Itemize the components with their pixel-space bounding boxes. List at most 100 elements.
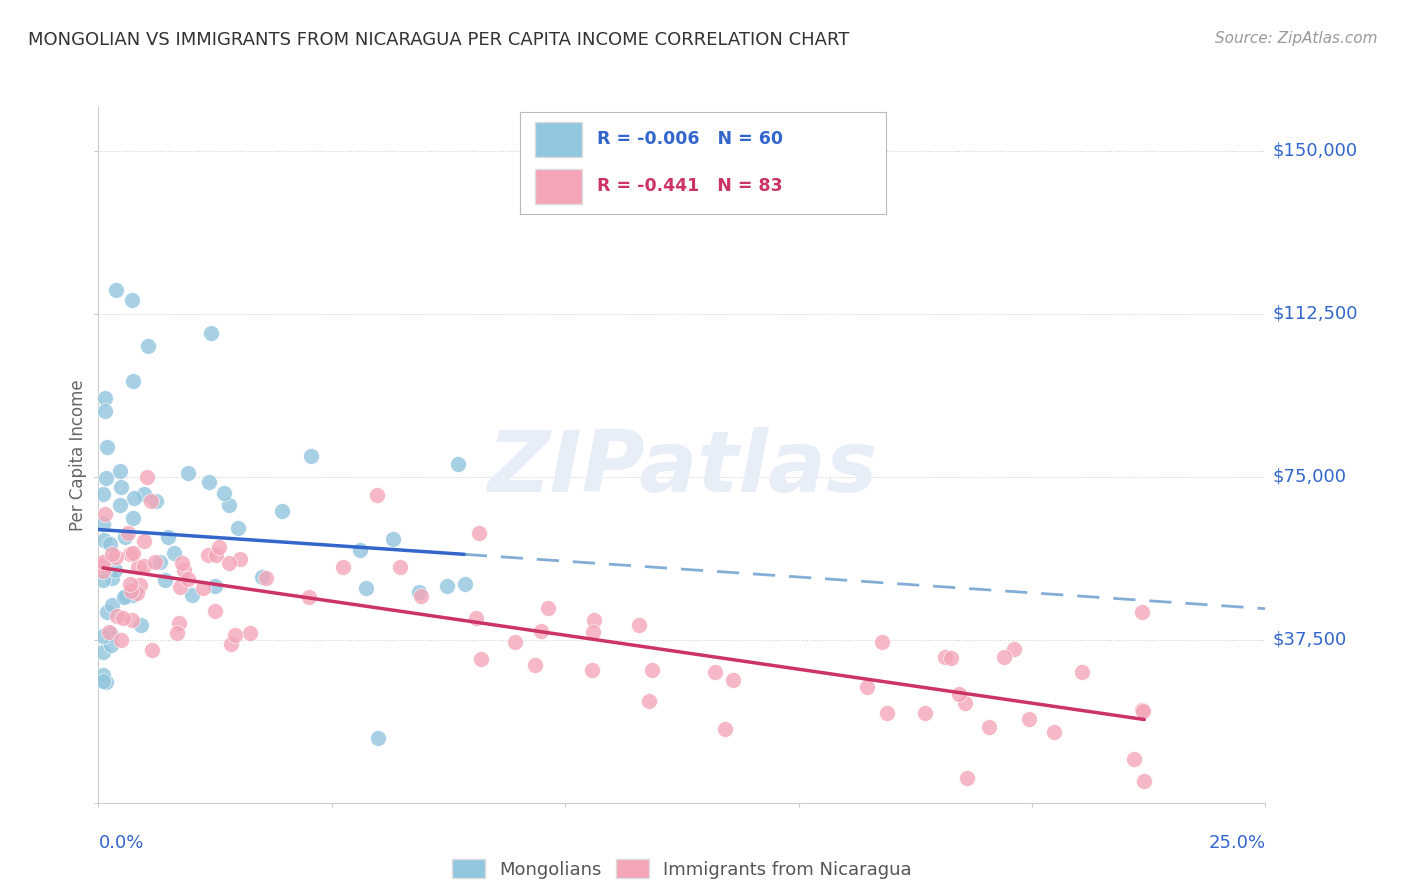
Point xyxy=(100,638,122,652)
Point xyxy=(110,480,132,494)
Point xyxy=(94,674,117,689)
Point xyxy=(208,540,231,554)
Point xyxy=(111,611,134,625)
Point xyxy=(141,494,163,508)
Y-axis label: Per Capita Income: Per Capita Income xyxy=(69,379,87,531)
Point xyxy=(120,583,142,598)
Point xyxy=(98,625,121,640)
Point xyxy=(94,404,117,418)
Point xyxy=(228,521,250,535)
Point xyxy=(582,613,605,627)
Text: $150,000: $150,000 xyxy=(1272,142,1358,160)
Point xyxy=(94,392,117,406)
Point xyxy=(1130,703,1153,717)
Point xyxy=(628,618,651,632)
Point xyxy=(382,532,405,546)
Point xyxy=(91,629,114,643)
Point xyxy=(94,561,117,575)
Point xyxy=(409,590,432,604)
Point xyxy=(503,634,526,648)
Point xyxy=(224,628,246,642)
Point xyxy=(299,449,322,463)
Point xyxy=(1018,712,1040,726)
Point xyxy=(132,558,155,573)
Point xyxy=(105,609,128,624)
Point xyxy=(101,570,124,584)
Point xyxy=(114,530,136,544)
Point xyxy=(149,555,172,569)
Point xyxy=(530,624,553,638)
Point xyxy=(145,494,167,508)
Point xyxy=(856,680,879,694)
Point xyxy=(354,581,377,595)
Point xyxy=(177,466,200,480)
Point xyxy=(110,632,132,647)
Point xyxy=(934,650,956,665)
Point xyxy=(153,573,176,587)
Point xyxy=(96,440,118,454)
FancyBboxPatch shape xyxy=(534,169,582,204)
Point xyxy=(91,558,114,573)
Point xyxy=(467,526,489,541)
Point xyxy=(100,627,122,641)
Text: 0.0%: 0.0% xyxy=(98,834,143,852)
Point xyxy=(1071,665,1094,679)
Point xyxy=(180,588,202,602)
Point xyxy=(876,706,898,720)
Point xyxy=(581,663,603,677)
Point xyxy=(389,559,412,574)
Point xyxy=(91,517,114,532)
Point xyxy=(141,642,163,657)
Point xyxy=(173,563,195,577)
Text: R = -0.006   N = 60: R = -0.006 N = 60 xyxy=(598,130,783,148)
Point xyxy=(167,615,190,630)
Point xyxy=(1043,725,1066,739)
Point xyxy=(91,564,114,578)
Point xyxy=(638,694,661,708)
Point xyxy=(914,706,936,720)
Point xyxy=(254,571,277,585)
Text: $37,500: $37,500 xyxy=(1272,631,1347,648)
Point xyxy=(204,579,226,593)
FancyBboxPatch shape xyxy=(534,122,582,157)
Point xyxy=(1002,641,1025,656)
Point xyxy=(218,498,240,512)
Point xyxy=(537,600,560,615)
Text: $112,500: $112,500 xyxy=(1272,304,1358,323)
Point xyxy=(91,573,114,587)
Point xyxy=(96,606,118,620)
Point xyxy=(104,283,127,297)
Point xyxy=(1133,774,1156,789)
Point xyxy=(131,618,153,632)
Point xyxy=(250,569,273,583)
Point xyxy=(136,339,159,353)
Point xyxy=(408,585,430,599)
Legend: Mongolians, Immigrants from Nicaragua: Mongolians, Immigrants from Nicaragua xyxy=(443,850,921,888)
Point xyxy=(91,645,114,659)
Point xyxy=(122,546,145,560)
Point xyxy=(169,580,191,594)
Point xyxy=(641,663,664,677)
Text: Source: ZipAtlas.com: Source: ZipAtlas.com xyxy=(1215,31,1378,46)
Point xyxy=(122,588,145,602)
Point xyxy=(870,634,893,648)
Point xyxy=(714,722,737,736)
Point xyxy=(239,626,262,640)
Point xyxy=(91,667,114,681)
Point xyxy=(112,590,135,604)
Point xyxy=(977,720,1000,734)
Point xyxy=(1123,752,1146,766)
Point xyxy=(122,491,145,506)
Point xyxy=(132,533,155,548)
Point xyxy=(93,508,115,522)
Point xyxy=(703,665,725,679)
Point xyxy=(108,499,131,513)
Point xyxy=(464,611,486,625)
Point xyxy=(91,673,114,688)
Point xyxy=(993,650,1015,665)
Point xyxy=(447,457,470,471)
Point xyxy=(956,771,979,785)
Text: $75,000: $75,000 xyxy=(1272,467,1347,485)
Point xyxy=(1132,704,1154,718)
Point xyxy=(941,651,963,665)
